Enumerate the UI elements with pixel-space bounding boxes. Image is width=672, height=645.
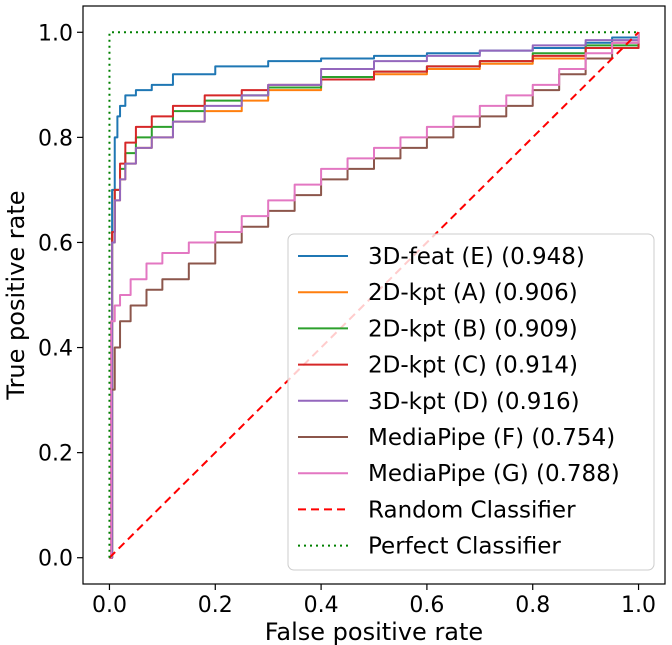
y-tick-label: 0.6 — [38, 231, 73, 256]
x-axis-label: False positive rate — [265, 618, 483, 645]
x-tick-label: 1.0 — [621, 593, 656, 618]
legend: 3D-feat (E) (0.948) 2D-kpt (A) (0.906) 2D-… — [287, 233, 655, 571]
legend-label: Random Classifier — [368, 497, 576, 523]
legend-label: 2D-kpt (A) (0.906) — [368, 280, 578, 306]
x-tick-label: 0.0 — [92, 593, 127, 618]
legend-label: 2D-kpt (C) (0.914) — [368, 353, 578, 379]
legend-label: Perfect Classifier — [368, 534, 561, 560]
y-tick-label: 0.8 — [38, 126, 73, 151]
legend-label: MediaPipe (F) (0.754) — [368, 425, 615, 451]
x-tick-label: 0.4 — [304, 593, 339, 618]
legend-label: 2D-kpt (B) (0.909) — [368, 316, 578, 342]
series-layer — [108, 31, 640, 559]
y-tick-label: 0.4 — [38, 337, 73, 362]
series-line-7 — [108, 31, 640, 559]
x-tick-label: 0.2 — [198, 593, 233, 618]
series-line-4 — [109, 32, 640, 559]
plot-frame — [82, 5, 666, 585]
series-line-8 — [108, 31, 639, 558]
y-tick-label: 0.2 — [38, 442, 73, 467]
y-tick-label: 0.0 — [38, 547, 73, 572]
legend-box — [287, 233, 655, 571]
ticks-layer: 0.0 0.2 0.4 0.6 0.8 1.0 0.0 0.2 0.4 0.6 0.8 1.0 — [38, 21, 656, 618]
legend-label: 3D-kpt (D) (0.916) — [368, 389, 580, 415]
y-tick-label: 1.0 — [38, 21, 73, 46]
legend-label: 3D-feat (E) (0.948) — [368, 244, 585, 270]
y-axis-label: True positive rate — [2, 190, 30, 400]
x-tick-label: 0.6 — [409, 593, 444, 618]
series-line-6 — [109, 32, 640, 559]
legend-label: MediaPipe (G) (0.788) — [368, 461, 620, 487]
x-tick-label: 0.8 — [515, 593, 550, 618]
